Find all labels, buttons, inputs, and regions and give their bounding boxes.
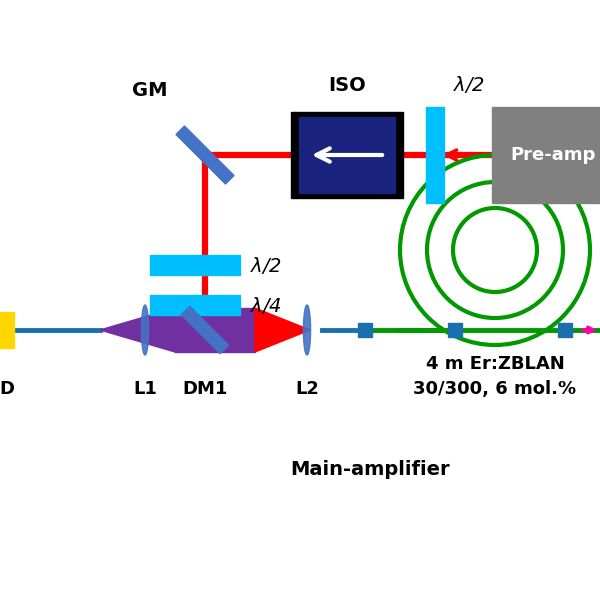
FancyBboxPatch shape [291, 112, 403, 198]
Text: D: D [0, 380, 14, 398]
FancyBboxPatch shape [358, 323, 372, 337]
Text: Pre-amp: Pre-amp [510, 146, 595, 164]
Polygon shape [304, 305, 311, 355]
Text: L1: L1 [133, 380, 157, 398]
Polygon shape [255, 308, 310, 352]
FancyBboxPatch shape [426, 107, 444, 203]
FancyBboxPatch shape [150, 255, 240, 275]
FancyBboxPatch shape [299, 117, 395, 193]
FancyBboxPatch shape [492, 107, 600, 203]
Text: 4 m Er:ZBLAN
30/300, 6 mol.%: 4 m Er:ZBLAN 30/300, 6 mol.% [413, 355, 577, 398]
FancyBboxPatch shape [0, 312, 14, 348]
Text: L2: L2 [295, 380, 319, 398]
Polygon shape [100, 308, 175, 352]
Text: DM1: DM1 [182, 380, 227, 398]
Text: Main-amplifier: Main-amplifier [290, 460, 450, 479]
FancyBboxPatch shape [558, 323, 572, 337]
Text: $\lambda$/2: $\lambda$/2 [453, 74, 485, 95]
Text: $\lambda$/4: $\lambda$/4 [250, 295, 282, 316]
Polygon shape [181, 307, 229, 353]
Polygon shape [175, 308, 255, 352]
Text: ISO: ISO [328, 76, 366, 95]
FancyBboxPatch shape [150, 295, 240, 315]
Polygon shape [142, 305, 149, 355]
FancyBboxPatch shape [448, 323, 462, 337]
Text: $\lambda$/2: $\lambda$/2 [250, 254, 281, 275]
Text: GM: GM [132, 81, 168, 100]
Polygon shape [176, 126, 234, 184]
